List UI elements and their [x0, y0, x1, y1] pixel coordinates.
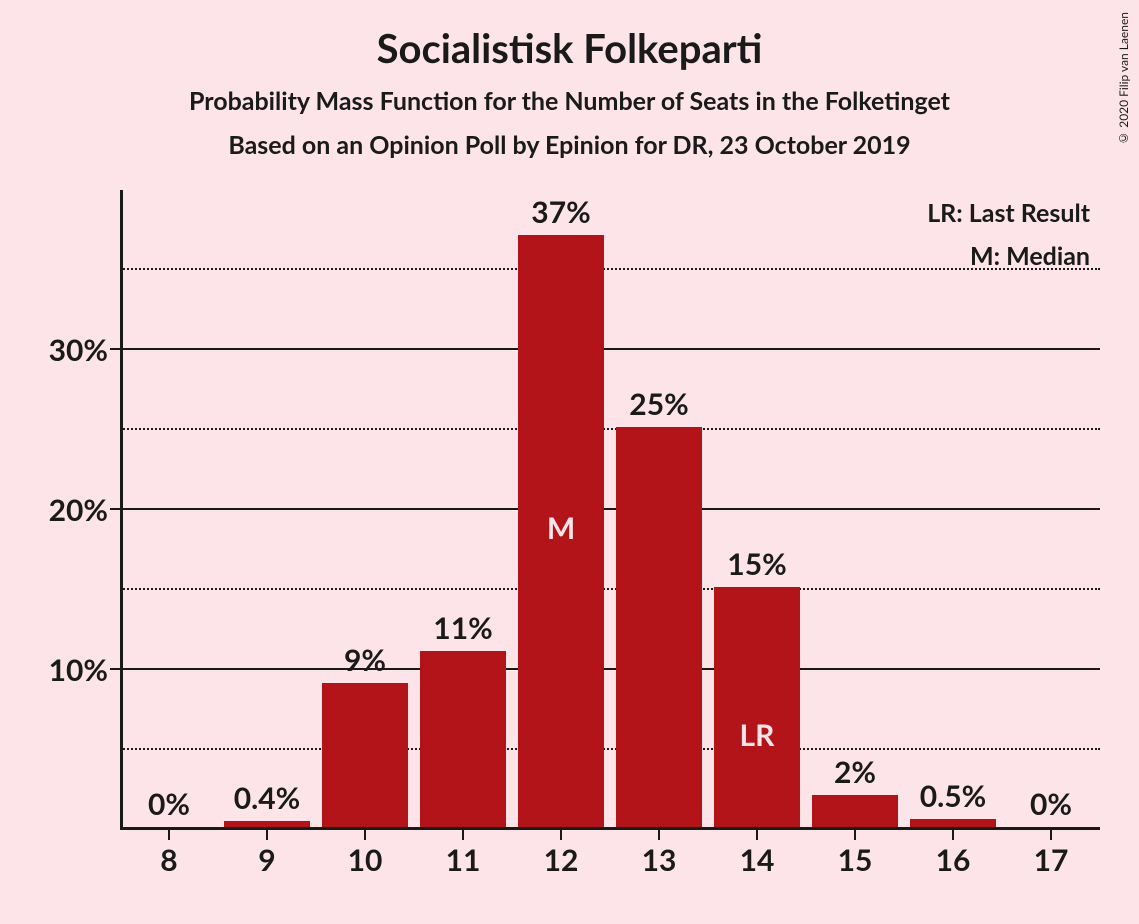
bar: [322, 683, 408, 827]
y-tick-label: 30%: [49, 332, 108, 368]
bar: [420, 651, 506, 827]
legend-m: M: Median: [927, 235, 1090, 278]
x-tick-label: 14: [740, 842, 775, 878]
grid-major: [120, 668, 1100, 670]
chart-subtitle-1: Probability Mass Function for the Number…: [0, 72, 1139, 116]
legend-lr: LR: Last Result: [927, 192, 1090, 235]
x-tick-label: 16: [936, 842, 971, 878]
grid-major: [120, 508, 1100, 510]
bar-value-label: 0.5%: [920, 778, 987, 814]
bar-value-label: 37%: [531, 194, 590, 230]
bar: [812, 795, 898, 827]
chart-container: Socialistisk Folkeparti Probability Mass…: [0, 0, 1139, 924]
chart-title: Socialistisk Folkeparti: [0, 0, 1139, 72]
x-tick-label: 15: [838, 842, 873, 878]
y-tick-mark: [110, 668, 120, 670]
bar-inner-label: LR: [740, 717, 775, 753]
legend: LR: Last Result M: Median: [927, 192, 1090, 277]
bar-value-label: 0%: [1030, 786, 1072, 822]
bar-value-label: 15%: [727, 546, 786, 582]
x-tick-mark: [658, 830, 660, 840]
x-tick-mark: [560, 830, 562, 840]
bar: [714, 587, 800, 827]
x-tick-mark: [854, 830, 856, 840]
bar-value-label: 2%: [834, 754, 876, 790]
y-tick-mark: [110, 348, 120, 350]
x-tick-mark: [462, 830, 464, 840]
bar-value-label: 0.4%: [234, 780, 301, 816]
chart-subtitle-2: Based on an Opinion Poll by Epinion for …: [0, 116, 1139, 160]
y-tick-label: 10%: [49, 652, 108, 688]
grid-minor: [120, 588, 1100, 590]
grid-minor: [120, 428, 1100, 430]
x-tick-label: 8: [160, 842, 177, 878]
x-tick-label: 9: [258, 842, 275, 878]
x-tick-label: 11: [446, 842, 481, 878]
x-tick-label: 13: [642, 842, 677, 878]
x-tick-mark: [1050, 830, 1052, 840]
bar: [910, 819, 996, 827]
grid-minor: [120, 268, 1100, 270]
grid-major: [120, 348, 1100, 350]
bar: [616, 427, 702, 827]
x-tick-mark: [266, 830, 268, 840]
x-tick-mark: [952, 830, 954, 840]
y-tick-label: 20%: [49, 492, 108, 528]
x-tick-label: 12: [544, 842, 579, 878]
x-tick-mark: [756, 830, 758, 840]
bar-value-label: 9%: [344, 642, 386, 678]
x-tick-label: 10: [348, 842, 383, 878]
x-tick-label: 17: [1034, 842, 1069, 878]
grid-minor: [120, 748, 1100, 750]
bar-inner-label: M: [547, 510, 575, 546]
bar-value-label: 0%: [148, 786, 190, 822]
bar-value-label: 11%: [433, 610, 492, 646]
y-axis-line: [120, 190, 123, 830]
x-tick-mark: [364, 830, 366, 840]
y-tick-mark: [110, 508, 120, 510]
bar-value-label: 25%: [629, 386, 688, 422]
plot-area: LR: Last Result M: Median 0% 0.4% 9% 11% 37%…: [120, 190, 1100, 830]
x-tick-mark: [168, 830, 170, 840]
copyright-text: © 2020 Filip van Laenen: [1116, 12, 1131, 146]
